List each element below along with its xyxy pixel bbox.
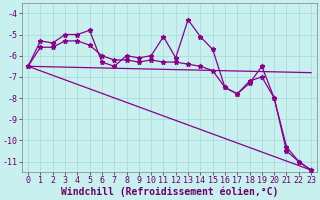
X-axis label: Windchill (Refroidissement éolien,°C): Windchill (Refroidissement éolien,°C)	[61, 187, 278, 197]
